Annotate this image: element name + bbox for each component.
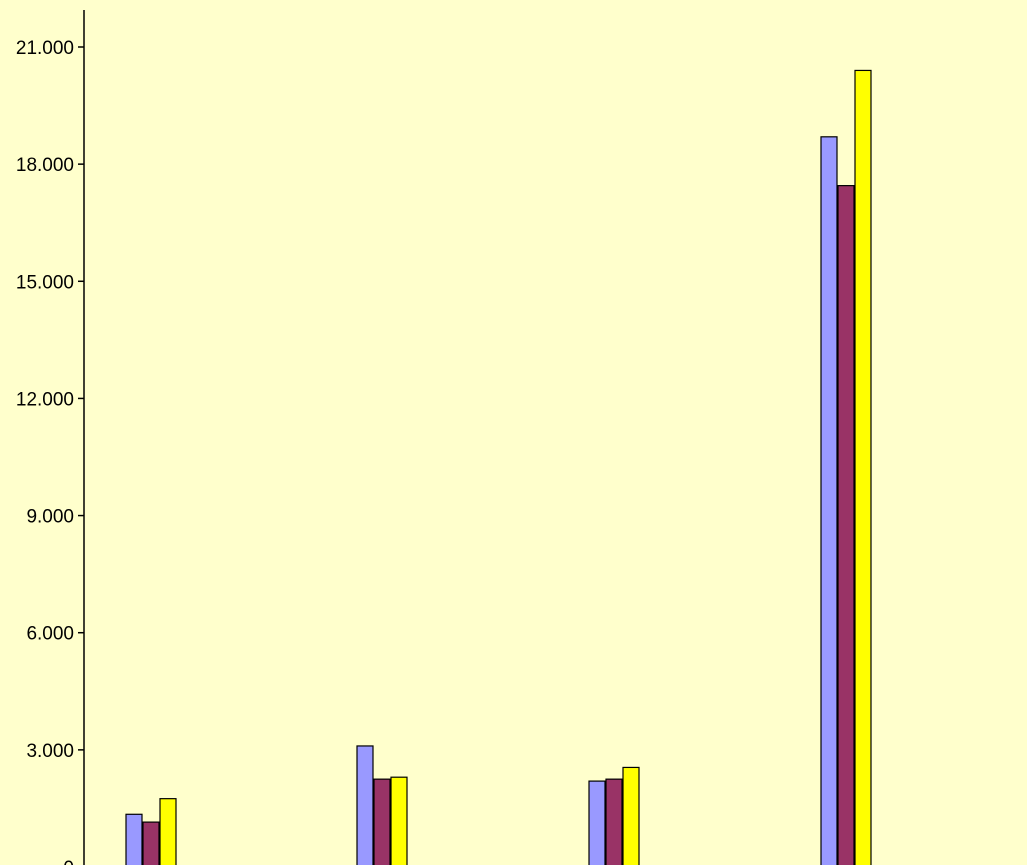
bar-series-2-category-1 <box>142 821 160 865</box>
y-tick-label: 12.000 <box>16 389 74 410</box>
y-tick-label: 9.000 <box>26 507 74 528</box>
bar-series-2-category-4 <box>837 185 855 865</box>
bar-series-3-category-1 <box>159 798 177 865</box>
bar-series-1-category-3 <box>588 780 606 865</box>
y-tick-label: 15.000 <box>16 272 74 293</box>
bar-series-1-category-1 <box>125 813 143 865</box>
bar-series-2-category-2 <box>373 778 391 865</box>
bar-series-1-category-2 <box>356 745 374 865</box>
axes: 0 3.000 6.000 9.000 12.000 15.000 18.000 21.000 <box>16 10 85 865</box>
y-tick-label: 0 <box>63 858 74 865</box>
y-tick-label: 3.000 <box>26 741 74 762</box>
y-tick-label: 6.000 <box>26 624 74 645</box>
bar-series-1-category-4 <box>820 136 838 865</box>
bars <box>125 69 872 865</box>
bar-series-2-category-3 <box>605 778 623 865</box>
y-tick-label: 18.000 <box>16 155 74 176</box>
y-tick-label: 21.000 <box>16 38 74 59</box>
bar-series-3-category-2 <box>390 776 408 865</box>
bar-series-3-category-3 <box>622 766 640 865</box>
bar-series-3-category-4 <box>854 69 872 865</box>
